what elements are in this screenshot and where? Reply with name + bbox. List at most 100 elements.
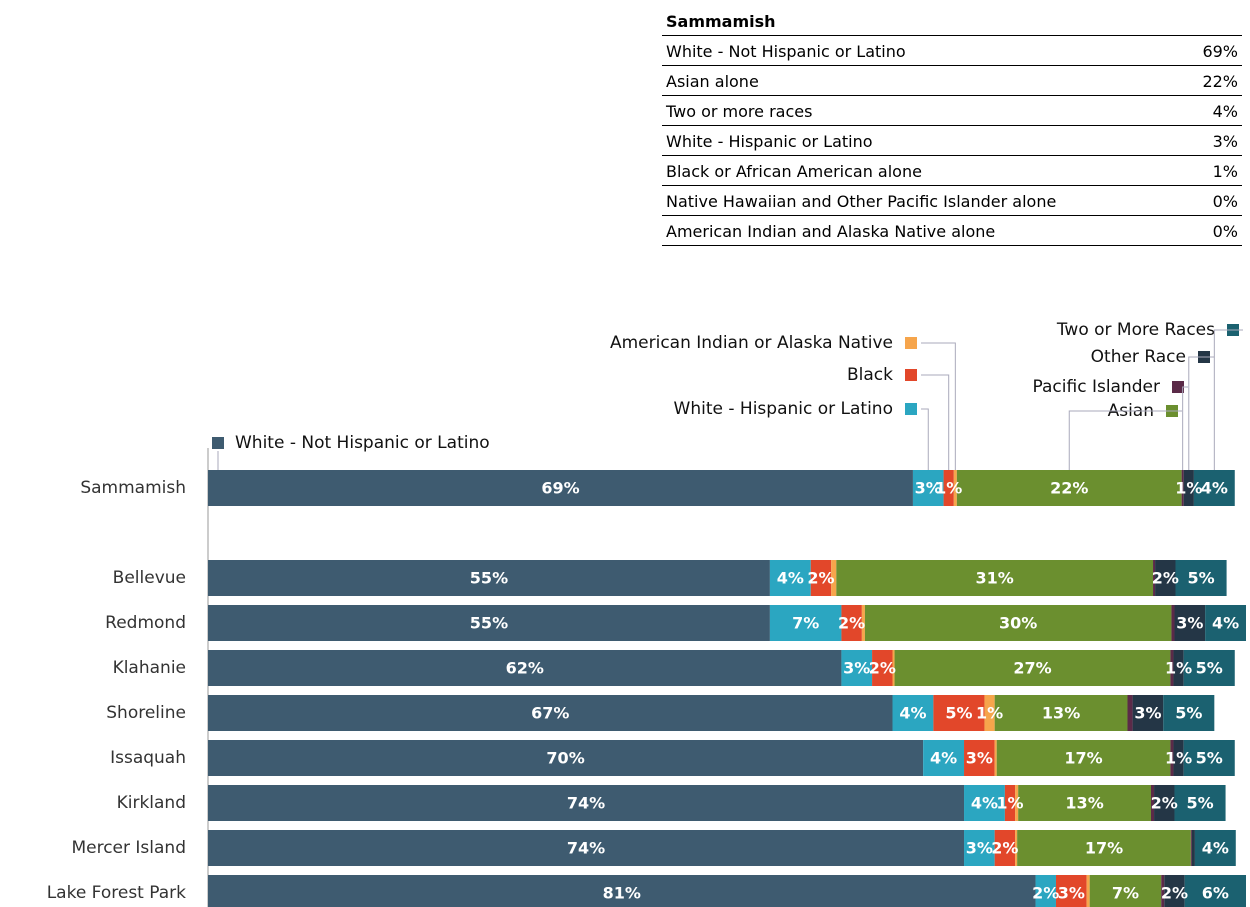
y-tick-label: Issaquah [110, 748, 186, 768]
bar-segment [964, 830, 995, 866]
table-value: 0% [1184, 215, 1242, 246]
y-tick-label: Bellevue [113, 568, 186, 588]
data-label: 3% [966, 839, 993, 858]
y-tick-label: Klahanie [113, 658, 186, 678]
legend-swatch [212, 437, 224, 449]
data-label: 2% [869, 659, 896, 678]
data-label: 31% [976, 569, 1014, 588]
bar-segment [1132, 695, 1164, 731]
bar-segment [964, 740, 995, 776]
data-label: 62% [506, 659, 544, 678]
legend-label: White - Not Hispanic or Latino [235, 433, 490, 453]
legend-label: Other Race [1091, 347, 1186, 367]
bar-segment [836, 560, 1154, 596]
summary-table: Sammamish White - Not Hispanic or Latino… [662, 6, 1242, 246]
y-tick-label: Shoreline [106, 703, 186, 723]
bar-segment [1171, 605, 1175, 641]
data-label: 4% [777, 569, 804, 588]
legend-swatch [1172, 381, 1184, 393]
data-label: 74% [567, 839, 605, 858]
data-label: 4% [899, 704, 926, 723]
bar-segment [994, 830, 1016, 866]
table-value: 22% [1184, 65, 1242, 96]
legend-label: American Indian or Alaska Native [610, 333, 893, 353]
bar-segment [208, 875, 1036, 907]
legend-swatch [905, 337, 917, 349]
bar-segment [1191, 830, 1195, 866]
y-tick-label: Redmond [105, 613, 186, 633]
leader-line [1213, 329, 1243, 470]
data-label: 3% [966, 749, 993, 768]
data-label: 1% [935, 479, 962, 498]
data-label: 69% [541, 479, 579, 498]
table-label: White - Not Hispanic or Latino [662, 35, 1185, 66]
bar-segment [1183, 650, 1235, 686]
leader-line [1068, 410, 1182, 470]
data-label: 1% [1175, 479, 1202, 498]
bar-segment [943, 470, 954, 506]
bar-segment [994, 695, 1128, 731]
bar-segment [892, 695, 934, 731]
data-label: 4% [1201, 479, 1228, 498]
table-body: Sammamish White - Not Hispanic or Latino… [662, 6, 1242, 246]
bar-segment [1086, 875, 1090, 907]
data-label: 5% [1196, 659, 1223, 678]
bar-segment [964, 785, 1005, 821]
bar-segment [1184, 875, 1246, 907]
bar-segment [861, 605, 865, 641]
bar-segment [1153, 560, 1156, 596]
data-label: 2% [807, 569, 834, 588]
y-tick-label: Sammamish [80, 478, 186, 498]
table-title: Sammamish [662, 6, 1242, 36]
data-label: 5% [1186, 794, 1213, 813]
data-label: 2% [1151, 794, 1178, 813]
table-value: 1% [1184, 155, 1242, 186]
bar-segment [810, 560, 832, 596]
bar-segment [1174, 605, 1206, 641]
bar-segment [1161, 875, 1165, 907]
bar-segment [208, 830, 965, 866]
bar-segment [1183, 470, 1194, 506]
bar-segment [1055, 875, 1087, 907]
table-value: 69% [1184, 35, 1242, 66]
data-label: 1% [1165, 749, 1192, 768]
bar-segment [1183, 740, 1235, 776]
data-label: 7% [792, 614, 819, 633]
data-label: 3% [915, 479, 942, 498]
data-label: 4% [930, 749, 957, 768]
bar-segment [872, 650, 893, 686]
table-row: White - Hispanic or Latino 3% [662, 125, 1242, 156]
data-label: 2% [991, 839, 1018, 858]
bar-segment [994, 740, 997, 776]
data-label: 70% [546, 749, 584, 768]
y-tick-label: Lake Forest Park [47, 883, 186, 903]
table-label: Asian alone [662, 65, 1185, 96]
legend-label: White - Hispanic or Latino [674, 399, 893, 419]
bar-segment [208, 470, 913, 506]
data-label: 3% [1134, 704, 1161, 723]
bar-segment [1015, 785, 1019, 821]
data-label: 22% [1050, 479, 1088, 498]
table-label: Two or more races [662, 95, 1185, 126]
data-label: 5% [945, 704, 972, 723]
bar-segment [933, 695, 985, 731]
leader-line [1182, 386, 1188, 470]
y-tick-label: Kirkland [117, 793, 186, 813]
data-label: 13% [1065, 794, 1103, 813]
bar-segment [769, 605, 842, 641]
legend-label: Pacific Islander [1033, 377, 1160, 397]
data-label: 5% [1187, 569, 1214, 588]
bar-segment [1017, 830, 1191, 866]
bar-segment [1174, 785, 1226, 821]
bar-segment [208, 740, 924, 776]
bar-segment [1170, 650, 1174, 686]
data-label: 2% [838, 614, 865, 633]
bar-segment [1154, 785, 1175, 821]
data-label: 1% [1165, 659, 1192, 678]
bar-segment [1194, 830, 1236, 866]
data-label: 2% [1161, 884, 1188, 903]
legend-swatch [905, 369, 917, 381]
bar-segment [208, 560, 770, 596]
data-label: 55% [470, 569, 508, 588]
